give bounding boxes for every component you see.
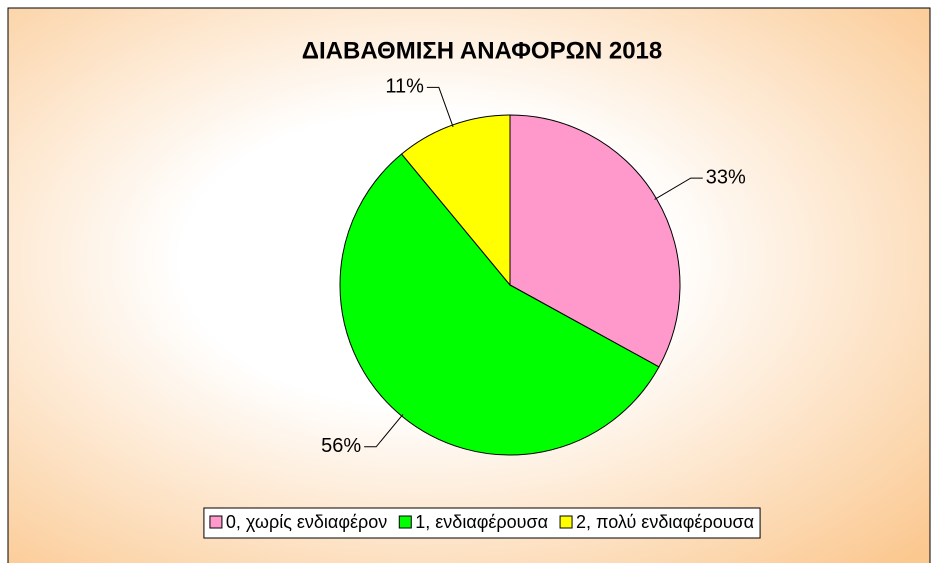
legend-label: 2, πολύ ενδιαφέρουσα bbox=[576, 512, 754, 532]
data-label: 56% bbox=[321, 435, 361, 457]
legend-swatch bbox=[398, 515, 412, 529]
legend-swatch bbox=[559, 515, 573, 529]
leader-line bbox=[364, 414, 404, 448]
plot: 33% 56% 11% bbox=[321, 76, 746, 457]
legend-label: 0, χωρίς ενδιαφέρον bbox=[226, 512, 387, 532]
data-label: 11% bbox=[385, 76, 424, 98]
leader-line bbox=[654, 177, 703, 200]
chart-title: ΔΙΑΒΑΘΜΙΣΗ ΑΝΑΦΟΡΩΝ 2018 bbox=[302, 37, 662, 64]
legend: 0, χωρίς ενδιαφέρον 1, ενδιαφέρουσα 2, πολ… bbox=[203, 507, 761, 539]
leader-line bbox=[426, 86, 454, 128]
legend-label: 1, ενδιαφέρουσα bbox=[415, 512, 548, 532]
legend-swatch bbox=[209, 515, 223, 529]
legend-box bbox=[203, 507, 761, 539]
data-label: 33% bbox=[706, 166, 746, 188]
